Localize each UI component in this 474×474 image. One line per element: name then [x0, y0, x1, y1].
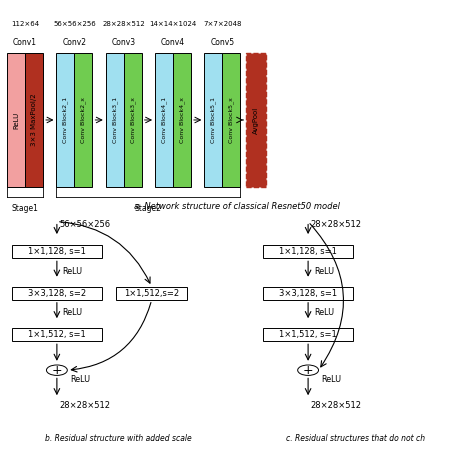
Text: Conv5: Conv5: [210, 38, 234, 47]
Text: Conv Block3_x: Conv Block3_x: [130, 97, 136, 143]
Text: Conv Block5_x: Conv Block5_x: [228, 97, 234, 143]
Text: 28×28×512: 28×28×512: [310, 220, 362, 229]
Text: 112×64: 112×64: [11, 21, 39, 27]
FancyBboxPatch shape: [7, 54, 25, 187]
Text: Conv2: Conv2: [63, 38, 86, 47]
FancyBboxPatch shape: [263, 246, 353, 258]
FancyBboxPatch shape: [12, 246, 102, 258]
Text: 1×1,512,s=2: 1×1,512,s=2: [124, 289, 179, 298]
FancyBboxPatch shape: [12, 287, 102, 300]
FancyBboxPatch shape: [106, 54, 124, 187]
FancyBboxPatch shape: [25, 54, 43, 187]
Text: Conv4: Conv4: [161, 38, 185, 47]
Text: ReLU: ReLU: [321, 375, 341, 383]
Text: +: +: [52, 364, 62, 377]
FancyBboxPatch shape: [155, 54, 173, 187]
Text: 56×56×256: 56×56×256: [53, 21, 96, 27]
Text: Conv1: Conv1: [13, 38, 37, 47]
Text: b. Residual structure with added scale: b. Residual structure with added scale: [45, 434, 192, 443]
Text: Conv3: Conv3: [112, 38, 136, 47]
Text: Conv Block4_x: Conv Block4_x: [179, 97, 185, 143]
Text: a. Network structure of classical Resnet50 model: a. Network structure of classical Resnet…: [134, 201, 340, 210]
FancyBboxPatch shape: [204, 54, 222, 187]
Text: 14×14×1024: 14×14×1024: [149, 21, 197, 27]
Text: 28×28×512: 28×28×512: [310, 401, 362, 410]
Text: c. Residual structures that do not ch: c. Residual structures that do not ch: [286, 434, 425, 443]
Text: ReLU: ReLU: [314, 267, 334, 276]
Text: Stage2: Stage2: [135, 204, 162, 213]
FancyBboxPatch shape: [12, 328, 102, 341]
Text: 56×56×256: 56×56×256: [59, 220, 110, 229]
Text: ReLU: ReLU: [63, 308, 82, 317]
Text: 3×3,128, s=2: 3×3,128, s=2: [28, 289, 86, 298]
FancyBboxPatch shape: [173, 54, 191, 187]
Text: Stage1: Stage1: [12, 204, 38, 213]
Text: Conv Block2_x: Conv Block2_x: [81, 97, 86, 143]
Text: Conv Block3_1: Conv Block3_1: [112, 97, 118, 143]
FancyBboxPatch shape: [246, 54, 266, 187]
Text: AvgPool: AvgPool: [253, 106, 259, 134]
Text: 3×3 MaxPool/2: 3×3 MaxPool/2: [31, 94, 37, 146]
FancyBboxPatch shape: [56, 54, 74, 187]
Text: 28×28×512: 28×28×512: [59, 401, 110, 410]
Text: 28×28×512: 28×28×512: [102, 21, 145, 27]
Text: 1×1,512, s=1: 1×1,512, s=1: [28, 330, 86, 339]
FancyBboxPatch shape: [74, 54, 92, 187]
FancyBboxPatch shape: [263, 287, 353, 300]
Circle shape: [46, 365, 67, 375]
Text: 3×3,128, s=1: 3×3,128, s=1: [279, 289, 337, 298]
Text: 1×1,512, s=1: 1×1,512, s=1: [279, 330, 337, 339]
Circle shape: [298, 365, 319, 375]
Text: Conv Block4_1: Conv Block4_1: [161, 97, 167, 143]
Text: ReLU: ReLU: [63, 267, 82, 276]
Text: 7×7×2048: 7×7×2048: [203, 21, 242, 27]
Text: ReLU: ReLU: [314, 308, 334, 317]
Text: 1×1,128, s=1: 1×1,128, s=1: [28, 247, 86, 256]
FancyBboxPatch shape: [222, 54, 240, 187]
FancyBboxPatch shape: [263, 328, 353, 341]
Text: ReLU: ReLU: [13, 111, 19, 128]
Text: 1×1,128, s=1: 1×1,128, s=1: [279, 247, 337, 256]
Text: Conv Block5_1: Conv Block5_1: [210, 97, 216, 143]
FancyBboxPatch shape: [124, 54, 142, 187]
Text: Conv Block2_1: Conv Block2_1: [63, 97, 68, 143]
FancyBboxPatch shape: [116, 287, 187, 300]
Text: +: +: [303, 364, 313, 377]
Text: ReLU: ReLU: [70, 375, 90, 383]
